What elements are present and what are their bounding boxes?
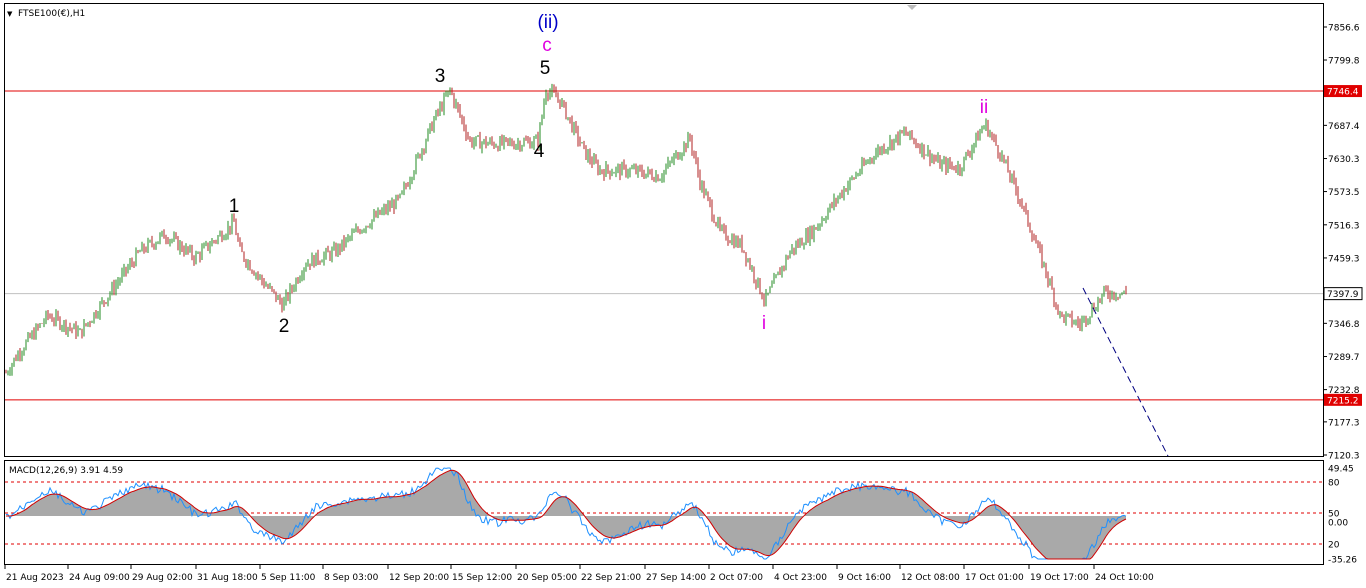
time-tick-label: 12 Sep 20:00 [389,573,449,583]
wave-label: 5 [540,58,551,79]
macd-tick-label: 49.45 [1328,465,1354,475]
macd-tick-label: 0.00 [1328,519,1348,529]
macd-label: MACD(12,26,9) 3.91 4.59 [9,466,123,476]
wave-label: i [762,313,766,334]
signal-line [6,469,1127,560]
main-pane-frame [4,3,1324,457]
price-axis: 7856.6 7799.8 7746.4 7687.4 7630.3 7573.5 7516… [1323,24,1363,462]
candles [5,83,1127,376]
price-tick-label: 7856.6 [1328,24,1360,34]
price-tick-label: 7346.8 [1328,320,1360,330]
shift-marker-icon[interactable] [907,5,917,10]
time-tick-label: 15 Sep 12:00 [452,573,512,583]
macd-histogram [6,470,1126,559]
price-tick-label: 7746.4 [1327,88,1359,98]
projection-line[interactable] [1082,287,1169,457]
time-tick-label: 9 Oct 16:00 [838,573,891,583]
time-tick-label: 29 Aug 02:00 [132,573,193,583]
time-tick-label: 8 Sep 03:00 [324,573,379,583]
price-tick-label: 7289.7 [1328,353,1360,363]
time-tick-label: 27 Sep 14:00 [646,573,706,583]
macd-line [5,467,1127,560]
price-tick-label: 7630.3 [1328,155,1360,165]
macd-tick-label: 20 [1328,541,1340,551]
price-tick-label: 7573.5 [1328,188,1360,198]
price-tick-label: 7397.9 [1327,290,1359,300]
macd-tick-label: 50 [1328,510,1340,520]
time-axis: 21 Aug 2023 24 Aug 09:00 29 Aug 02:00 31 Au… [4,565,1154,583]
wave-label: 2 [279,316,290,337]
time-tick-label: 5 Sep 11:00 [261,573,316,583]
horizontal-levels[interactable] [5,90,1323,401]
macd-axis: 49.45 80 500.00 20 -35.26 [1328,465,1357,566]
time-tick-label: 12 Oct 08:00 [901,573,960,583]
price-tick-label: 7232.8 [1328,386,1360,396]
symbol-label: FTSE100(€),H1 [18,9,85,19]
wave-label: c [542,35,552,56]
macd-indicator [5,467,1323,560]
time-tick-label: 22 Sep 21:00 [581,573,641,583]
price-tick-label: 7459.3 [1328,254,1360,264]
time-tick-label: 2 Oct 07:00 [710,573,763,583]
price-tick-label: 7516.3 [1328,221,1360,231]
time-tick-label: 19 Oct 17:00 [1030,573,1089,583]
price-tag [1324,393,1362,406]
time-tick-label: 20 Sep 05:00 [517,573,577,583]
time-tick-label: 17 Oct 01:00 [965,573,1024,583]
wave-label: 3 [435,66,446,87]
price-tick-label: 7799.8 [1328,57,1360,67]
time-tick-label: 21 Aug 2023 [6,573,64,583]
time-tick-label: 4 Oct 23:00 [774,573,827,583]
macd-tick-label: -35.26 [1328,556,1357,566]
price-tick-label: 7120.3 [1328,452,1360,462]
time-tick-label: 31 Aug 18:00 [197,573,258,583]
time-tick-label: 24 Oct 10:00 [1095,573,1154,583]
macd-tick-label: 80 [1328,479,1340,489]
wave-label: (ii) [537,12,558,33]
collapse-arrow-icon[interactable]: ▼ [7,10,13,18]
price-tick-label: 7687.4 [1328,122,1360,132]
price-tick-label: 7215.2 [1327,396,1359,406]
current-price-tag [1323,287,1363,301]
price-tick-label: 7177.3 [1328,418,1360,428]
price-tag [1324,85,1362,98]
wave-label: 4 [534,141,545,162]
time-tick-label: 24 Aug 09:00 [69,573,130,583]
wave-label: 1 [229,196,240,217]
wave-label: ii [980,97,988,118]
